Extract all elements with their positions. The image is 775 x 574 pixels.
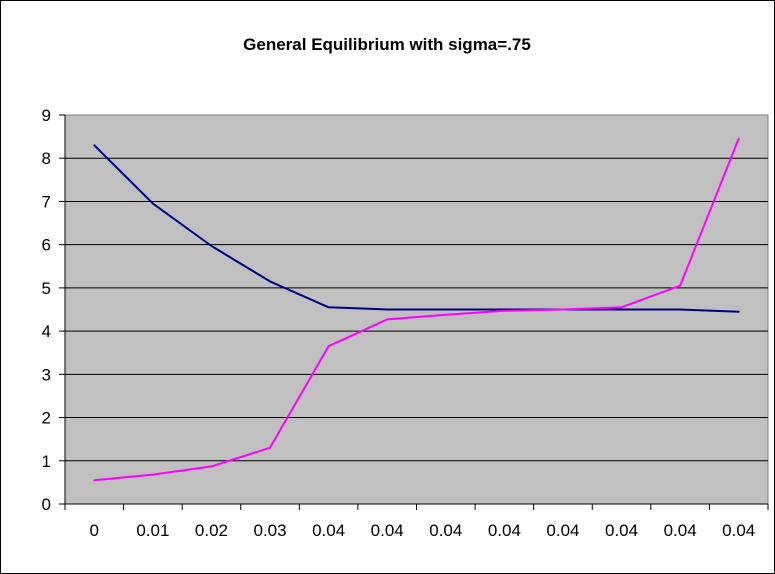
x-tick-label: 0.04 bbox=[312, 521, 345, 540]
y-tick-label: 7 bbox=[42, 192, 51, 211]
x-tick-label: 0.02 bbox=[195, 521, 228, 540]
x-tick-label: 0.01 bbox=[136, 521, 169, 540]
x-tick-label: 0.04 bbox=[488, 521, 521, 540]
series-line-2 bbox=[93, 137, 740, 482]
series-line-1 bbox=[93, 144, 740, 313]
x-tick-label: 0.04 bbox=[371, 521, 404, 540]
y-tick-label: 6 bbox=[42, 236, 51, 255]
x-tick-label: 0.04 bbox=[605, 521, 638, 540]
y-tick-label: 2 bbox=[42, 409, 51, 428]
x-tick-label: 0.04 bbox=[429, 521, 462, 540]
y-tick-label: 3 bbox=[42, 365, 51, 384]
x-tick-label: 0.03 bbox=[253, 521, 286, 540]
y-tick-label: 4 bbox=[42, 322, 51, 341]
x-tick-label: 0.04 bbox=[722, 521, 755, 540]
x-tick-label: 0.04 bbox=[546, 521, 579, 540]
y-tick-label: 9 bbox=[42, 106, 51, 125]
plot-area: 0 1 2 3 4 5 6 7 8 9 0 0.01 0.02 0.03 0.04 0.04 0.04 0.04 0… bbox=[42, 106, 769, 540]
chart-title: General Equilibrium with sigma=.75 bbox=[243, 35, 531, 54]
x-tick-label: 0 bbox=[90, 521, 99, 540]
y-tick-label: 1 bbox=[42, 452, 51, 471]
x-tick-label: 0.04 bbox=[664, 521, 697, 540]
y-tick-label: 0 bbox=[42, 495, 51, 514]
y-tick-label: 5 bbox=[42, 279, 51, 298]
y-tick-label: 8 bbox=[42, 149, 51, 168]
